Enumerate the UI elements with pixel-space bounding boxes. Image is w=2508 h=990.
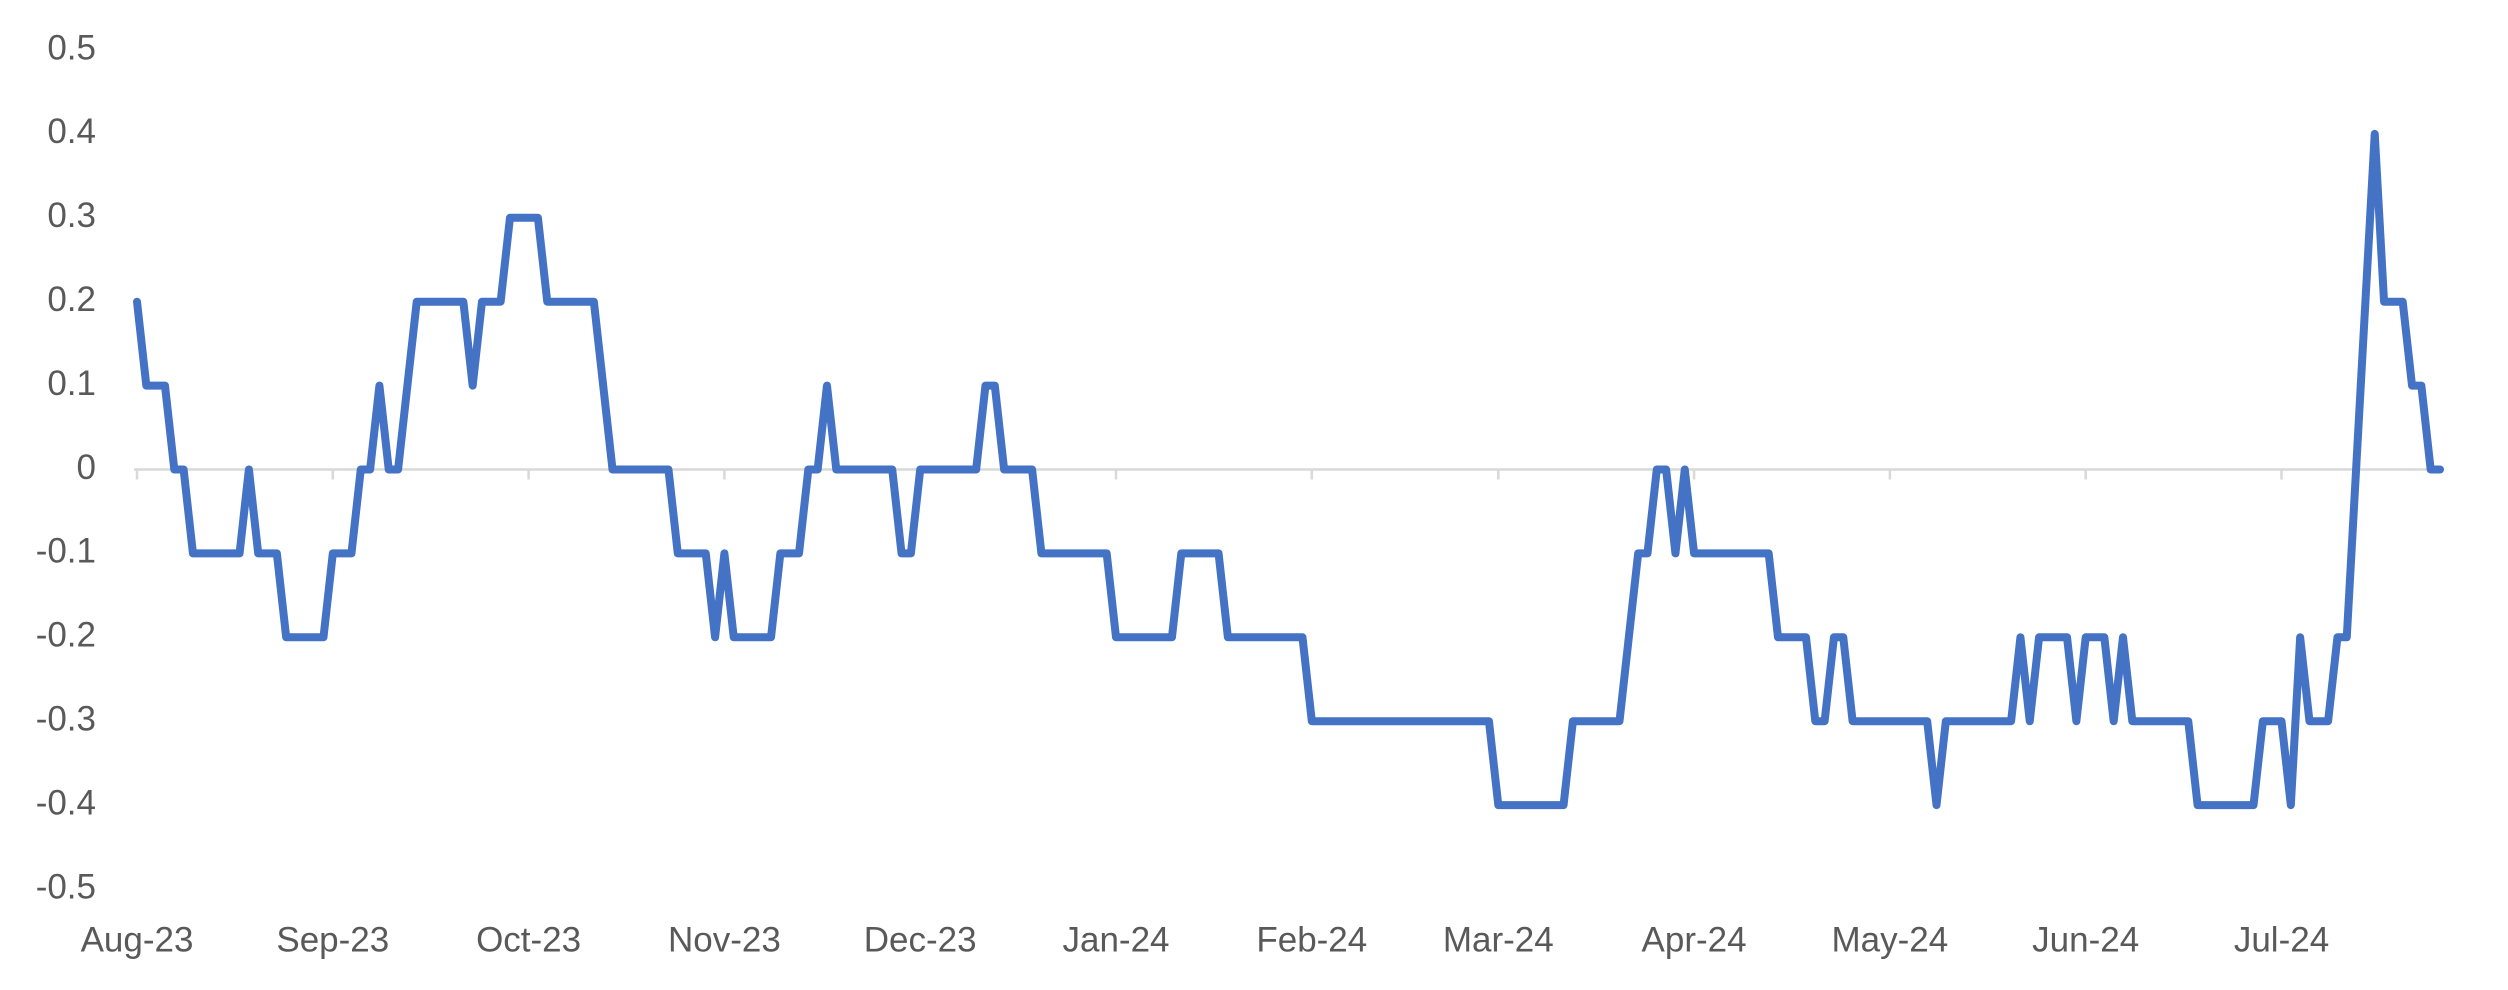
x-tick-label: Dec-23 [864, 920, 977, 959]
x-tick-label: Nov-23 [668, 920, 781, 959]
x-tick-label: Jun-24 [2032, 920, 2139, 959]
y-tick-label: -0.3 [36, 699, 96, 738]
x-tick-label: Aug-23 [81, 920, 194, 959]
x-tick-label: May-24 [1832, 920, 1949, 959]
x-tick-label: Mar-24 [1443, 920, 1554, 959]
y-tick-label: 0.5 [47, 28, 96, 67]
y-tick-label: 0 [77, 448, 96, 487]
y-tick-label: 0.4 [47, 112, 96, 151]
x-tick-label: Apr-24 [1642, 920, 1747, 959]
x-tick-label: Sep-23 [276, 920, 389, 959]
x-tick-label: Oct-23 [476, 920, 581, 959]
x-tick-label: Jan-24 [1062, 920, 1169, 959]
x-tick-label: Feb-24 [1256, 920, 1367, 959]
y-tick-label: 0.2 [47, 280, 96, 319]
y-tick-label: 0.3 [47, 196, 96, 235]
x-tick-label: Jul-24 [2234, 920, 2329, 959]
line-series [133, 129, 2444, 810]
y-tick-label: -0.1 [36, 532, 96, 571]
y-tick-label: -0.4 [36, 783, 96, 822]
y-tick-label: 0.1 [47, 364, 96, 403]
y-tick-label: -0.5 [36, 867, 96, 906]
y-tick-label: -0.2 [36, 616, 96, 655]
